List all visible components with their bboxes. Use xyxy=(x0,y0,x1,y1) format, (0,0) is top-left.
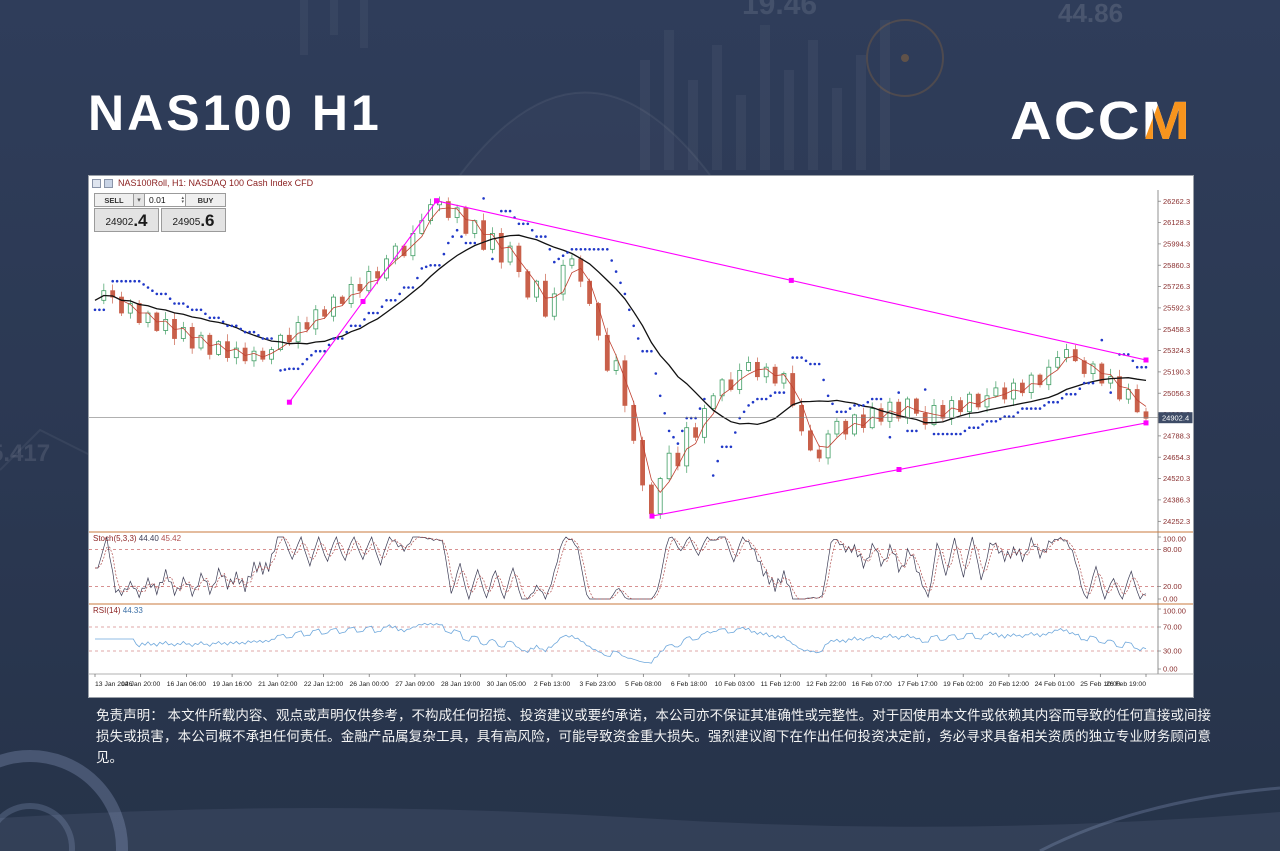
svg-text:12 Feb 22:00: 12 Feb 22:00 xyxy=(806,681,846,688)
buy-price-main: 24905 xyxy=(172,217,201,228)
buy-button[interactable]: BUY xyxy=(186,193,226,207)
svg-text:28 Jan 19:00: 28 Jan 19:00 xyxy=(441,681,481,688)
page-title: NAS100 H1 xyxy=(88,85,382,141)
svg-text:25190.3: 25190.3 xyxy=(1163,368,1190,377)
svg-text:20.00: 20.00 xyxy=(1163,582,1182,591)
svg-text:24 Feb 01:00: 24 Feb 01:00 xyxy=(1035,681,1075,688)
lot-size-input[interactable]: 0.01 ▴ ▾ xyxy=(145,193,186,207)
svg-text:25592.3: 25592.3 xyxy=(1163,304,1190,313)
svg-text:25 Feb 10:00: 25 Feb 10:00 xyxy=(1080,681,1120,688)
chart-type-icon[interactable] xyxy=(92,178,101,188)
svg-text:24788.3: 24788.3 xyxy=(1163,432,1190,441)
svg-text:30.00: 30.00 xyxy=(1163,647,1182,656)
svg-text:25056.3: 25056.3 xyxy=(1163,389,1190,398)
svg-text:10 Feb 03:00: 10 Feb 03:00 xyxy=(715,681,755,688)
svg-text:19 Feb 02:00: 19 Feb 02:00 xyxy=(943,681,983,688)
svg-text:22 Jan 12:00: 22 Jan 12:00 xyxy=(304,681,344,688)
svg-text:19 Jan 16:00: 19 Jan 16:00 xyxy=(212,681,252,688)
bottom-left-arc xyxy=(0,750,128,851)
svg-text:25860.3: 25860.3 xyxy=(1163,261,1190,270)
bottom-right-curve xyxy=(1039,786,1280,851)
chart-canvas[interactable]: 26262.3 26128.3 25994.3 25860.3 25726.3 25592… xyxy=(89,190,1193,697)
chart-title: NAS100Roll, H1: NASDAQ 100 Cash Index CF… xyxy=(118,178,314,188)
svg-text:80.00: 80.00 xyxy=(1163,545,1182,554)
indicator-window-icon[interactable] xyxy=(104,178,113,188)
watermark-number-3: 5.417 xyxy=(0,440,51,467)
lot-spinner[interactable]: ▴ ▾ xyxy=(181,195,184,205)
svg-text:25324.3: 25324.3 xyxy=(1163,346,1190,355)
svg-text:26262.3: 26262.3 xyxy=(1163,197,1190,206)
watermark-number-2: 44.86 xyxy=(1058,0,1124,28)
svg-text:Stoch(5,3,3) 44.40 45.42: Stoch(5,3,3) 44.40 45.42 xyxy=(93,534,182,543)
svg-text:17 Feb 17:00: 17 Feb 17:00 xyxy=(897,681,937,688)
svg-text:24386.3: 24386.3 xyxy=(1163,496,1190,505)
svg-text:16 Jan 06:00: 16 Jan 06:00 xyxy=(167,681,207,688)
buy-price-fraction: .6 xyxy=(200,211,215,230)
svg-text:24520.3: 24520.3 xyxy=(1163,474,1190,483)
svg-text:3 Feb 23:00: 3 Feb 23:00 xyxy=(580,681,616,688)
buy-price-box[interactable]: 24905.6 xyxy=(161,208,226,232)
svg-text:0.00: 0.00 xyxy=(1163,665,1178,674)
svg-text:6 Feb 18:00: 6 Feb 18:00 xyxy=(671,681,707,688)
svg-text:24252.3: 24252.3 xyxy=(1163,517,1190,526)
svg-text:24654.3: 24654.3 xyxy=(1163,453,1190,462)
svg-text:11 Feb 12:00: 11 Feb 12:00 xyxy=(761,681,801,688)
svg-text:13 Jan 2026: 13 Jan 2026 xyxy=(95,681,133,688)
svg-text:20 Feb 12:00: 20 Feb 12:00 xyxy=(989,681,1029,688)
svg-text:24902.4: 24902.4 xyxy=(1162,414,1189,423)
svg-text:25458.3: 25458.3 xyxy=(1163,325,1190,334)
candle-watermark xyxy=(300,0,890,170)
bottom-wave xyxy=(0,808,1280,851)
svg-text:100.00: 100.00 xyxy=(1163,607,1186,616)
watermark-number-1: 19.46 xyxy=(742,0,818,21)
sell-price-fraction: .4 xyxy=(133,211,148,230)
svg-text:RSI(14) 44.33: RSI(14) 44.33 xyxy=(93,606,143,615)
logo-text-white: ACCM xyxy=(1010,92,1192,151)
svg-text:100.00: 100.00 xyxy=(1163,535,1186,544)
chart-window-header: NAS100Roll, H1: NASDAQ 100 Cash Index CF… xyxy=(89,176,1193,190)
svg-text:2 Feb 13:00: 2 Feb 13:00 xyxy=(534,681,570,688)
accm-logo: ACCM ACCM xyxy=(1010,92,1192,151)
svg-text:0.00: 0.00 xyxy=(1163,595,1178,604)
svg-text:16 Feb 07:00: 16 Feb 07:00 xyxy=(852,681,892,688)
svg-text:26128.3: 26128.3 xyxy=(1163,218,1190,227)
svg-text:30 Jan 05:00: 30 Jan 05:00 xyxy=(487,681,527,688)
sell-button[interactable]: SELL xyxy=(94,193,134,207)
svg-text:70.00: 70.00 xyxy=(1163,623,1182,632)
svg-text:5 Feb 08:00: 5 Feb 08:00 xyxy=(625,681,661,688)
order-type-dropdown-icon[interactable]: ▾ xyxy=(134,193,145,207)
svg-text:25994.3: 25994.3 xyxy=(1163,240,1190,249)
spinner-down-icon[interactable]: ▾ xyxy=(181,199,184,205)
one-click-trading-widget[interactable]: SELL ▾ 0.01 ▴ ▾ BUY 24902.4 24905.6 xyxy=(94,193,228,232)
spinner-up-icon[interactable]: ▴ xyxy=(181,195,184,201)
sell-price-main: 24902 xyxy=(105,217,134,228)
svg-text:27 Jan 09:00: 27 Jan 09:00 xyxy=(395,681,435,688)
sell-price-box[interactable]: 24902.4 xyxy=(94,208,159,232)
orange-dot-watermark xyxy=(901,54,909,62)
disclaimer-text: 免责声明： 本文件所载内容、观点或声明仅供参考，不构成任何招揽、投资建议或要约承… xyxy=(96,708,1211,765)
svg-text:26 Feb 19:00: 26 Feb 19:00 xyxy=(1106,681,1146,688)
trading-terminal-window: NAS100Roll, H1: NASDAQ 100 Cash Index CF… xyxy=(88,175,1194,698)
svg-text:21 Jan 02:00: 21 Jan 02:00 xyxy=(258,681,298,688)
svg-text:14 Jan 20:00: 14 Jan 20:00 xyxy=(121,681,161,688)
svg-text:25726.3: 25726.3 xyxy=(1163,282,1190,291)
lot-size-value: 0.01 xyxy=(149,195,166,205)
orange-circle-watermark xyxy=(866,19,944,97)
bell-curve-watermark xyxy=(459,91,711,176)
bottom-left-arc-inner xyxy=(0,803,75,851)
svg-text:26 Jan 00:00: 26 Jan 00:00 xyxy=(350,681,390,688)
